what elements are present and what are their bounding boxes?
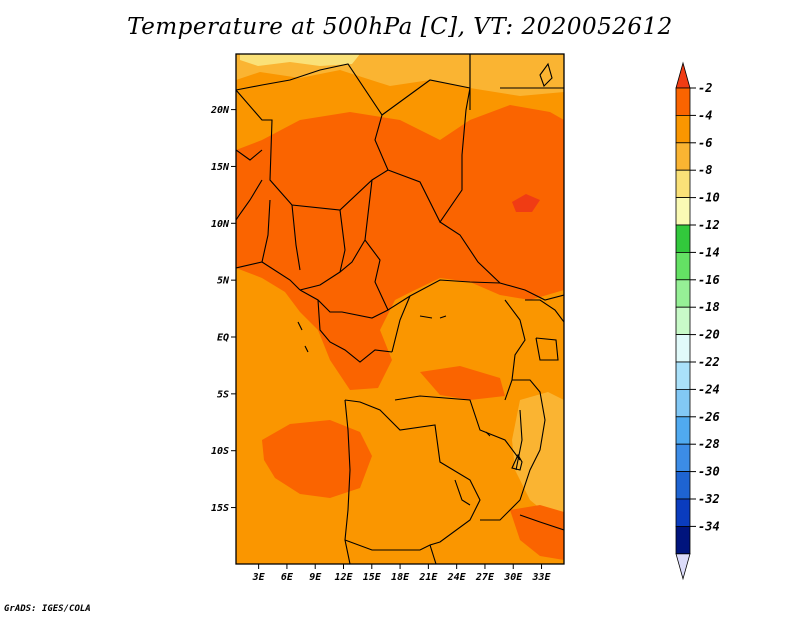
lon-tick-label: 33E (532, 572, 552, 583)
colorbar-swatch (675, 197, 691, 226)
colorbar-swatch (675, 334, 691, 363)
lon-tick-label: 24E (447, 572, 467, 583)
colorbar: -2 -4 -6 -8 -10 -12 -14 -16 -18 -20 -22 -24 -26 -28 -3… (675, 61, 720, 581)
field-region-east-light (512, 392, 564, 520)
colorbar-swatch (675, 498, 691, 527)
colorbar-swatch (675, 115, 691, 144)
footer-credit: GrADS: IGES/COLA (4, 604, 91, 614)
lon-tick-label: 12E (334, 572, 353, 583)
lat-tick-label: 5S (217, 389, 229, 400)
latitude-axis: 20N 15N 10N 5N EQ 5S 10S 15S (210, 105, 236, 514)
field-region-hotspot (512, 194, 540, 212)
colorbar-label: -30 (698, 465, 720, 479)
colorbar-label: -18 (698, 300, 720, 314)
colorbar-label: -12 (698, 218, 720, 232)
lon-tick-label: 27E (475, 572, 495, 583)
country-borders (236, 54, 564, 564)
colorbar-label: -14 (698, 245, 720, 259)
lon-tick-label: 3E (252, 572, 266, 583)
temperature-field (236, 54, 564, 564)
colorbar-swatch (675, 471, 691, 500)
colorbar-label: -10 (698, 191, 720, 205)
longitude-axis: 3E 6E 9E 12E 15E 18E 21E 24E 27E 30E 33E (252, 564, 552, 583)
colorbar-swatch (675, 87, 691, 116)
lon-tick-label: 15E (363, 572, 382, 583)
colorbar-swatch (675, 526, 691, 555)
map-title: Temperature at 500hPa [C], VT: 202005261… (127, 14, 673, 40)
lat-tick-label: 10N (211, 219, 230, 230)
colorbar-swatch (675, 306, 691, 336)
field-region-southeast-patch (510, 505, 564, 560)
colorbar-swatch (675, 251, 691, 281)
colorbar-swatch (675, 443, 691, 473)
colorbar-swatch (675, 224, 691, 253)
colorbar-label: -6 (698, 136, 712, 150)
field-region-south-hot (262, 420, 372, 498)
colorbar-label: -8 (698, 163, 712, 177)
colorbar-label: -16 (698, 273, 720, 287)
lon-tick-label: 6E (281, 572, 294, 583)
field-region-top-lightest (240, 54, 360, 66)
colorbar-top-arrow (675, 61, 691, 89)
field-region-congo-patch (420, 366, 505, 400)
colorbar-label: -26 (698, 410, 720, 424)
colorbar-label: -20 (698, 328, 720, 342)
lat-tick-label: 15S (211, 503, 229, 514)
colorbar-swatch (675, 142, 691, 171)
colorbar-label: -32 (698, 492, 720, 506)
colorbar-label: -2 (698, 81, 712, 95)
lat-tick-label: 20N (210, 105, 230, 116)
colorbar-swatch (675, 388, 691, 418)
colorbar-label: -24 (698, 382, 720, 396)
colorbar-label: -34 (698, 519, 720, 533)
colorbar-swatch (675, 361, 691, 390)
lat-tick-label: 15N (211, 162, 230, 173)
lon-tick-label: 18E (391, 572, 410, 583)
lat-tick-label: EQ (217, 333, 229, 344)
lon-tick-label: 30E (503, 572, 523, 583)
colorbar-label: -22 (698, 355, 720, 369)
lon-tick-label: 21E (418, 572, 438, 583)
field-region-sahel (236, 105, 564, 390)
colorbar-swatch (675, 416, 691, 445)
colorbar-label: -28 (698, 437, 720, 451)
colorbar-bottom-arrow (675, 553, 691, 581)
colorbar-swatch (675, 169, 691, 198)
lat-tick-label: 5N (217, 276, 230, 287)
lat-tick-label: 10S (211, 446, 229, 457)
lon-tick-label: 9E (309, 572, 322, 583)
colorbar-swatch (675, 279, 691, 308)
colorbar-label: -4 (698, 108, 712, 122)
